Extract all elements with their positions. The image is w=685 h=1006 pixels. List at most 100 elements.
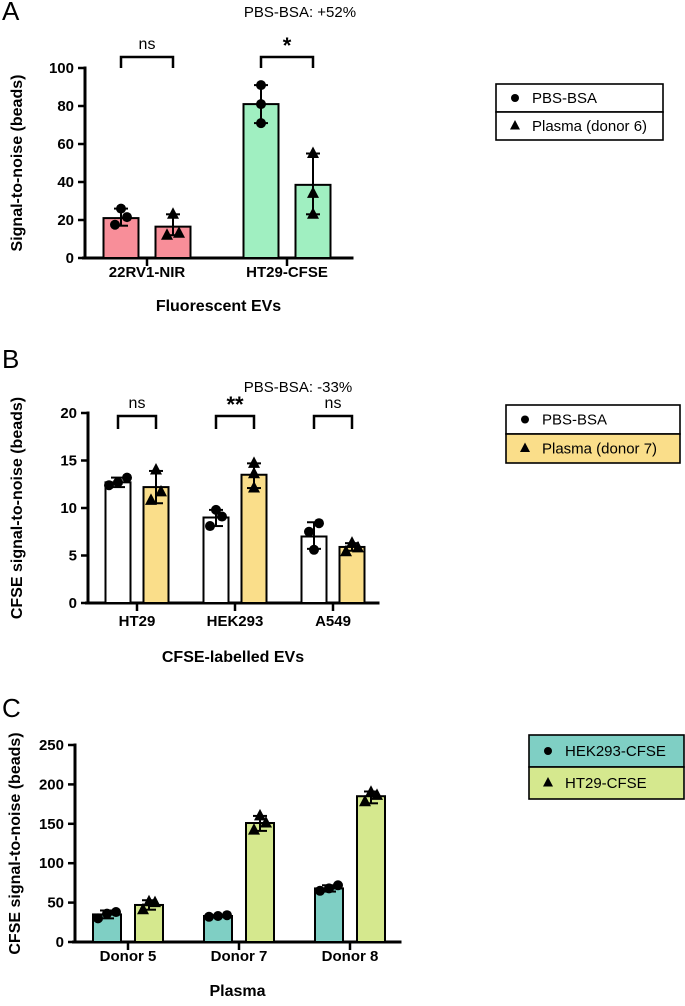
y-tick-label: 150 [39, 816, 64, 833]
data-point [340, 544, 352, 557]
y-tick-label: 100 [49, 60, 74, 77]
panel-C-chart: C 0 50 100 150 200 250 CFSE signal-to-noise (be… [2, 693, 685, 1000]
panel-B-chart: B PBS-BSA: -33% 0 5 10 15 20 CFSE signal-to-noi… [2, 344, 681, 666]
data-point [248, 466, 260, 479]
data-point [248, 481, 260, 493]
significance-bracket [259, 55, 315, 68]
panel-letter: B [2, 344, 19, 374]
bar [314, 887, 344, 943]
legend-marker [510, 120, 520, 130]
y-tick-label: 10 [60, 500, 77, 517]
legend-label: PBS-BSA [542, 412, 607, 429]
significance-bracket [312, 414, 354, 429]
legend-label: HT29-CFSE [565, 775, 647, 792]
data-point [256, 118, 266, 129]
data-point [365, 785, 377, 797]
data-point [116, 203, 126, 214]
chart-title: PBS-BSA: -33% [244, 379, 352, 396]
data-point [256, 80, 266, 91]
data-point [111, 907, 121, 918]
y-tick-label: 100 [39, 855, 64, 872]
y-axis-title: Signal-to-noise (beads) [9, 75, 26, 252]
y-tick-label: 20 [57, 212, 74, 229]
data-point [333, 880, 343, 891]
legend-marker [521, 415, 529, 424]
significance-label: ns [139, 36, 156, 53]
data-point [222, 910, 232, 921]
legend-swatch [505, 404, 681, 435]
data-point [260, 816, 272, 828]
data-point [352, 540, 364, 553]
data-point [314, 518, 324, 529]
data-point [256, 99, 266, 110]
y-axis-title: CFSE signal-to-noise (beads) [9, 397, 26, 619]
data-point [143, 894, 155, 907]
y-tick-label: 40 [57, 174, 74, 191]
y-tick-label: 20 [60, 405, 77, 422]
y-tick-label: 0 [66, 250, 74, 267]
chart-title: PBS-BSA: +52% [244, 4, 356, 21]
significance-label: ns [129, 395, 146, 412]
bar [240, 473, 268, 604]
y-tick-label: 0 [56, 934, 64, 951]
category-label: 22RV1-NIR [109, 264, 186, 281]
panel-B: B PBS-BSA: -33% 0 5 10 15 20 CFSE signal-to-noi… [0, 338, 685, 685]
data-point [315, 885, 325, 896]
panel-C: C 0 50 100 150 200 250 CFSE signal-to-noise (be… [0, 685, 685, 1006]
significance-label: ns [325, 395, 342, 412]
data-point [211, 504, 221, 515]
data-point [205, 521, 215, 532]
significance-bracket [214, 414, 256, 429]
data-point [122, 472, 132, 483]
category-label: Donor 5 [100, 948, 157, 965]
bar [356, 795, 386, 943]
significance-label: * [283, 33, 292, 58]
data-point [145, 493, 157, 505]
significance-label: ** [226, 392, 244, 417]
bar [202, 516, 230, 604]
legend-label: Plasma (donor 6) [532, 118, 647, 135]
data-point [309, 544, 319, 555]
y-tick-label: 250 [39, 737, 64, 754]
bar [245, 822, 275, 943]
data-point [371, 788, 383, 800]
category-label: Donor 7 [211, 948, 268, 965]
legend-swatch [495, 111, 664, 141]
legend-label: PBS-BSA [532, 90, 597, 107]
y-axis-title: CFSE signal-to-noise (beads) [7, 732, 24, 954]
bar [338, 545, 366, 604]
category-label: HT29 [119, 613, 156, 630]
y-tick-label: 15 [60, 453, 77, 470]
category-label: Donor 8 [322, 948, 379, 965]
legend-marker [511, 94, 519, 102]
legend-label: Plasma (donor 7) [542, 441, 657, 458]
data-point [217, 511, 227, 522]
data-point [324, 883, 334, 894]
data-point [307, 146, 319, 158]
data-point [307, 207, 319, 219]
panel-letter: C [2, 693, 21, 723]
panel-letter: A [2, 0, 20, 26]
legend-swatch [528, 766, 685, 800]
data-point [204, 911, 214, 922]
panel-A-chart: A PBS-BSA: +52% 0 20 40 60 80 100 Signal-to-nois… [2, 0, 664, 315]
data-point [167, 207, 179, 219]
data-point [113, 477, 123, 488]
data-point [304, 526, 314, 537]
y-tick-label: 200 [39, 776, 64, 793]
data-point [173, 226, 185, 238]
category-label: HT29-CFSE [246, 264, 328, 281]
data-point [307, 186, 319, 198]
data-point [155, 484, 167, 497]
significance-bracket [116, 414, 158, 429]
axes [72, 743, 402, 944]
bar [104, 481, 132, 605]
y-tick-label: 60 [57, 136, 74, 153]
data-point [254, 808, 266, 821]
x-axis-title: Fluorescent EVs [156, 298, 281, 315]
bar [142, 486, 170, 605]
bar [300, 535, 328, 604]
y-tick-label: 80 [57, 98, 74, 115]
data-point [110, 219, 120, 230]
